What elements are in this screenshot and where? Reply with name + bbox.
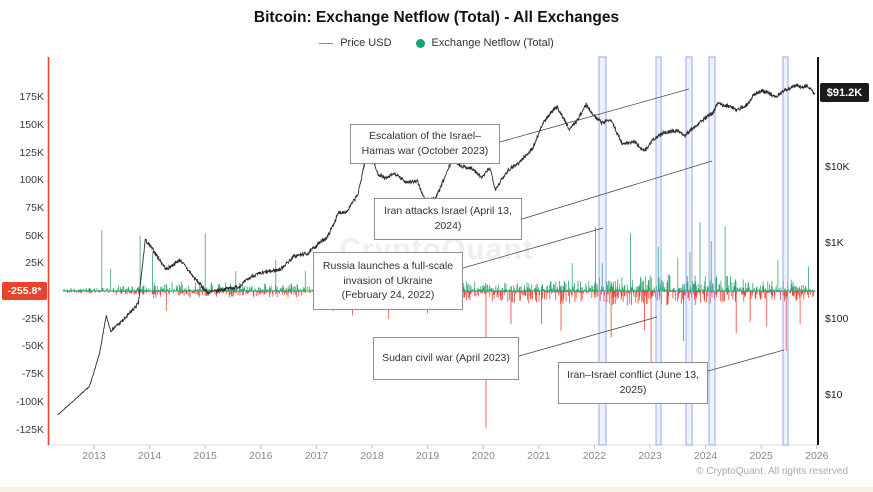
price-current-badge: $91.2K — [820, 83, 869, 102]
right-axis-label-$10K: $10K — [825, 161, 850, 173]
left-axis-label--75K: -75K — [21, 368, 44, 381]
netflow-current-badge: -255.8* — [2, 282, 47, 300]
price-line-legend-swatch — [319, 42, 334, 44]
annotation-russia-ukraine: Russia launches a full-scale invasion of… — [313, 252, 463, 310]
left-axis-label-25K: 25K — [25, 257, 44, 270]
right-axis-label-$100: $100 — [825, 313, 849, 325]
left-axis-label--25K: -25K — [21, 312, 44, 325]
event-band-iran-israel-conflict — [782, 56, 789, 446]
annotation-israel-hamas-war: Escalation of the Israel–Hamas war (Octo… — [350, 124, 500, 164]
leader-line-israel-hamas-war — [499, 88, 690, 143]
left-axis-label--100K: -100K — [15, 395, 44, 408]
legend-price-label: Price USD — [340, 37, 392, 49]
x-axis-label-2022: 2022 — [582, 450, 607, 462]
left-axis-label--125K: -125K — [15, 423, 44, 436]
left-axis-label-50K: 50K — [25, 229, 44, 242]
left-axis-label-75K: 75K — [25, 201, 44, 214]
price-line — [57, 82, 816, 416]
left-axis-label--50K: -50K — [21, 340, 44, 353]
x-axis-label-2026: 2026 — [805, 450, 829, 462]
right-axis-label-$1K: $1K — [825, 237, 844, 249]
event-band-israel-hamas-war — [685, 56, 693, 446]
netflow-legend-dot-icon — [415, 38, 425, 48]
x-axis-label-2024: 2024 — [693, 450, 718, 462]
x-axis-label-2014: 2014 — [137, 450, 162, 462]
annotation-iran-attacks-israel: Iran attacks Israel (April 13, 2024) — [374, 198, 522, 240]
left-axis-label-150K: 150K — [19, 118, 44, 131]
x-axis-label-2019: 2019 — [415, 450, 440, 462]
annotation-iran-israel-conflict: Iran–Israel conflict (June 13, 2025) — [558, 362, 708, 404]
event-band-iran-attacks-israel — [708, 56, 716, 446]
left-axis-label-125K: 125K — [19, 146, 44, 159]
x-axis-label-2023: 2023 — [638, 450, 662, 462]
x-axis-label-2015: 2015 — [193, 450, 217, 462]
bottom-page-edge — [0, 487, 873, 492]
x-axis-label-2016: 2016 — [249, 450, 273, 462]
left-axis-label-175K: 175K — [19, 91, 44, 104]
x-axis-label-2013: 2013 — [82, 450, 106, 462]
right-axis-label-$10: $10 — [825, 389, 843, 401]
x-axis-label-2025: 2025 — [749, 450, 773, 462]
event-band-russia-ukraine — [598, 56, 607, 446]
leader-line-russia-ukraine — [462, 227, 604, 269]
leader-line-iran-israel-conflict — [707, 349, 785, 372]
annotation-sudan-civil-war: Sudan civil war (April 2023) — [373, 337, 519, 380]
chart-title: Bitcoin: Exchange Netflow (Total) - All … — [253, 9, 620, 26]
x-axis-label-2020: 2020 — [471, 450, 495, 462]
x-axis-label-2017: 2017 — [304, 450, 329, 462]
leader-line-sudan-civil-war — [518, 316, 658, 357]
copyright-text: © CryptoQuant. All rights reserved — [696, 466, 848, 477]
x-axis-label-2021: 2021 — [527, 450, 551, 462]
event-band-sudan-civil-war — [655, 56, 662, 446]
left-axis-label-100K: 100K — [19, 174, 44, 187]
x-axis-label-2018: 2018 — [360, 450, 384, 462]
legend: Price USD Exchange Netflow (Total) — [0, 37, 873, 49]
leader-line-iran-attacks-israel — [521, 160, 713, 220]
legend-netflow-label: Exchange Netflow (Total) — [431, 37, 554, 49]
